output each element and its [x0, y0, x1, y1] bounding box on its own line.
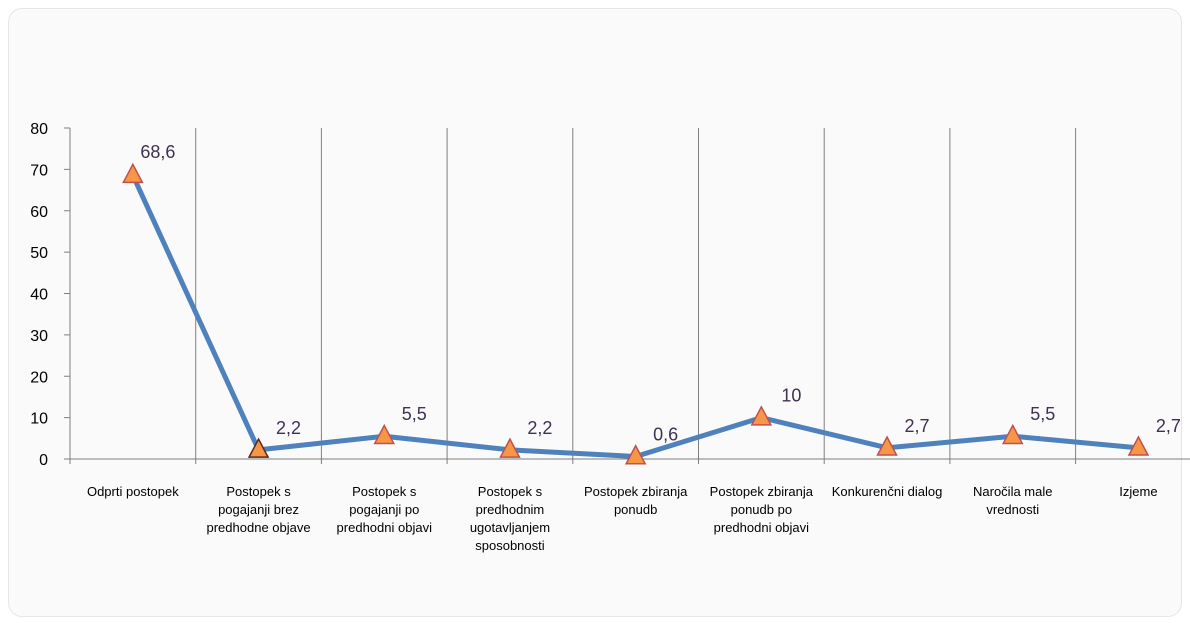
x-tick-label: Postopek s pogajanji brez predhodne objave: [207, 484, 311, 535]
data-label: 2,7: [905, 416, 930, 436]
data-point-marker: [624, 444, 647, 465]
y-tick-label: 80: [30, 121, 48, 138]
x-tick-label: Postopek zbiranja ponudb: [584, 484, 688, 517]
x-tick-label: Konkurenčni dialog: [832, 484, 943, 499]
y-axis-ticks: 0 10 20 30 40 50 60 70 80: [30, 121, 70, 469]
x-axis-ticks: Odprti postopek Postopek s pogajanji brez p…: [69, 459, 1158, 553]
data-point-marker: [1002, 423, 1024, 445]
y-tick-label: 70: [30, 162, 48, 179]
x-tick-label: Postopek s pogajanji po predhodni objavi: [337, 484, 433, 535]
data-label: 10: [781, 386, 801, 406]
data-label: 2,7: [1156, 416, 1181, 436]
x-tick-label: Naročila male vrednosti: [973, 484, 1052, 517]
data-point-marker: [373, 423, 395, 445]
data-point-marker: [876, 435, 898, 456]
data-label: 2,2: [527, 418, 552, 438]
series-line: [130, 172, 1141, 460]
data-point-marker: [1127, 435, 1150, 456]
data-label: 5,5: [1030, 404, 1055, 424]
chart-frame: [8, 8, 1182, 617]
y-tick-label: 10: [30, 411, 48, 428]
data-point-marker: [499, 437, 521, 458]
y-tick-label: 30: [30, 328, 48, 345]
data-point-marker: [750, 405, 773, 426]
x-tick-label: Postopek s predhodnim ugotavljanjem sposobn…: [470, 484, 550, 553]
axes: [64, 128, 1190, 464]
y-tick-label: 60: [30, 204, 48, 221]
y-tick-label: 0: [39, 452, 48, 469]
series-group: [122, 162, 1150, 465]
grid-lines: [195, 128, 1077, 459]
x-tick-label: Postopek zbiranja ponudb po predhodni obja…: [710, 484, 814, 535]
data-labels: 68,6 2,2 5,5 2,2 0,6 10 2,7 5,5 2,7: [140, 142, 1181, 444]
x-tick-label: Odprti postopek: [87, 484, 179, 499]
data-label: 0,6: [653, 425, 678, 445]
data-point-marker: [247, 437, 270, 458]
data-label: 68,6: [140, 142, 175, 162]
x-tick-label: Izjeme: [1119, 484, 1157, 499]
y-tick-label: 40: [30, 287, 48, 304]
data-label: 2,2: [276, 418, 301, 438]
data-label: 5,5: [402, 404, 427, 424]
y-tick-label: 50: [30, 245, 48, 262]
data-point-marker: [122, 162, 144, 184]
y-tick-label: 20: [30, 369, 48, 386]
